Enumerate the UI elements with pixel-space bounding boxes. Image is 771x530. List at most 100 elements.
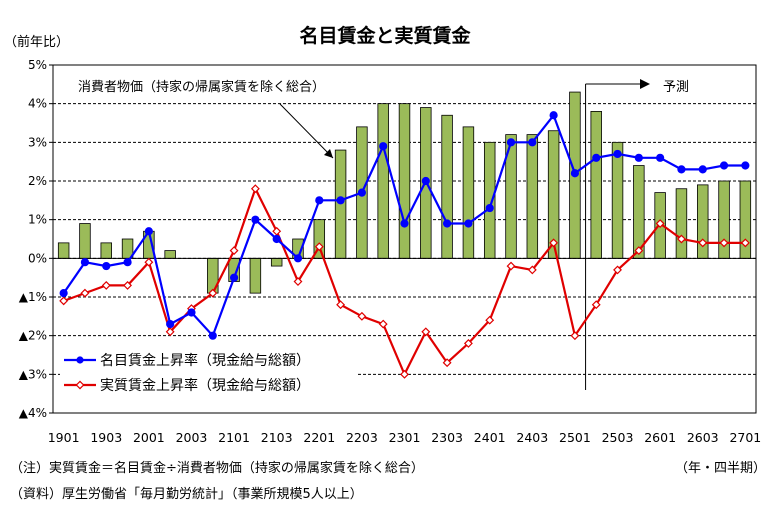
real-wage-point (378, 319, 388, 329)
nominal-wage-point (379, 142, 388, 151)
real-wage-point (634, 246, 644, 256)
x-axis-label: （年・四半期） (675, 461, 766, 476)
bar (611, 141, 624, 259)
x-tick-label: 1901 (48, 430, 80, 445)
nominal-wage-point (464, 219, 473, 228)
y-axis-label: （前年比） (4, 34, 69, 50)
y-tick-label: 1% (28, 213, 47, 227)
nominal-wage-point (357, 188, 366, 197)
real-wage-point (655, 219, 665, 228)
annotation-leader (279, 103, 334, 159)
nominal-wage-point (144, 227, 153, 236)
nominal-wage-point (592, 153, 601, 162)
real-wage-point (250, 184, 260, 194)
y-tick-label: ▲1% (19, 290, 47, 304)
footnote-note: （注）実質賃金＝名目賃金÷消費者物価（持家の帰属家賃を除く総合） (10, 460, 424, 476)
nominal-wage-point (102, 261, 111, 271)
real-wage-point (485, 315, 495, 325)
real-wage-point (336, 300, 346, 310)
y-tick-label: 2% (28, 174, 47, 188)
real-wage-point (740, 238, 750, 248)
bar (57, 242, 70, 259)
legend-marker (75, 380, 85, 390)
forecast-label: 予測 (663, 80, 689, 95)
y-tick-label: 4% (28, 97, 47, 111)
bar (79, 223, 91, 259)
nominal-wage-point (80, 258, 90, 267)
real-wage-point (272, 226, 282, 236)
legend-marker (76, 356, 84, 364)
real-wage-point (570, 331, 580, 341)
real-wage-point (400, 369, 409, 379)
nominal-wage-point (443, 219, 452, 228)
nominal-wage-point (485, 203, 494, 213)
nominal-wage-point (677, 165, 686, 174)
x-tick-label: 2303 (431, 430, 463, 445)
real-wage-point (59, 296, 69, 306)
y-tick-label: ▲3% (19, 367, 47, 381)
nominal-wage-point (272, 234, 281, 244)
annotation-cpi: 消費者物価（持家の帰属家賃を除く総合） (78, 79, 325, 95)
forecast-arrow-head (640, 79, 650, 89)
real-wage-point (463, 338, 473, 348)
nominal-wage-point (528, 138, 537, 147)
nominal-wage-point (698, 165, 707, 174)
x-tick-label: 2203 (346, 430, 378, 445)
nominal-wage-point (656, 153, 665, 162)
bar (441, 114, 453, 259)
x-tick-label: 2601 (644, 430, 676, 445)
real-wage-point (613, 265, 622, 275)
annotation-arrow-head (324, 149, 333, 158)
legend: 名目賃金上昇率（現金給与総額） 実質賃金上昇率（現金給与総額） (60, 347, 356, 399)
legend-label: 実質賃金上昇率（現金給与総額） (100, 377, 310, 394)
x-tick-label: 2001 (133, 430, 165, 445)
y-tick-label: 3% (28, 135, 47, 149)
nominal-wage-point (229, 273, 239, 282)
real-wage-point (293, 277, 303, 286)
nominal-wage-point (293, 254, 303, 263)
real-wage-point (506, 261, 516, 271)
bar (270, 257, 283, 267)
real-wage-point (527, 265, 537, 275)
nominal-wage-point (208, 331, 217, 340)
nominal-wage-point (421, 176, 430, 186)
real-wage-point (357, 311, 367, 321)
x-tick-label: 2201 (303, 430, 335, 445)
real-wage-point (123, 280, 133, 290)
nominal-wage-point (123, 258, 132, 267)
bar (526, 134, 539, 259)
real-wage-point (719, 238, 729, 248)
legend-box (60, 347, 356, 399)
real-wage-point (421, 327, 431, 337)
nominal-wage-point (570, 169, 580, 178)
bar (398, 103, 411, 259)
real-wage-point (314, 242, 324, 252)
real-wage-point (144, 257, 154, 267)
nominal-wage-point (315, 196, 324, 205)
real-wage-point (229, 246, 239, 256)
nominal-wage-point (187, 308, 196, 317)
nominal-wage-point (251, 215, 260, 224)
bar (675, 188, 688, 259)
real-wage-point (698, 238, 708, 248)
bar (590, 111, 602, 259)
real-wage-point (442, 358, 452, 368)
nominal-wage-point (719, 161, 729, 170)
real-wage-point (208, 288, 218, 298)
bar (483, 141, 496, 259)
nominal-wage-point (59, 289, 68, 298)
bar (164, 250, 176, 259)
real-wage-point (101, 280, 111, 290)
nominal-wage-point (166, 319, 175, 329)
real-wage-point (676, 234, 686, 244)
x-tick-label: 2301 (389, 430, 421, 445)
x-tick-label: 2603 (687, 430, 719, 445)
x-tick-label: 1903 (90, 430, 122, 445)
nominal-wage-point (336, 196, 345, 205)
bar (462, 126, 475, 259)
nominal-wage-point (549, 111, 558, 120)
y-tick-label: ▲4% (19, 406, 47, 420)
real-wage-point (165, 327, 175, 337)
bar (377, 103, 389, 259)
chart-title: 名目賃金と実質賃金 (299, 24, 471, 47)
